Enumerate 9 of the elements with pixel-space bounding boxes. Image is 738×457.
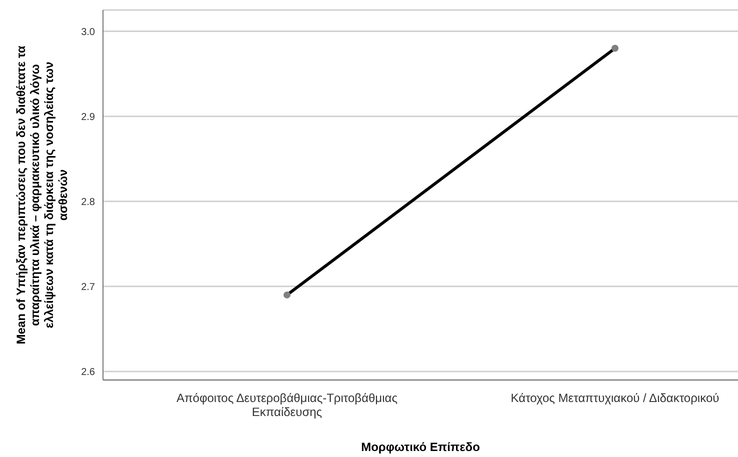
y-tick-label: 2.9 (81, 112, 96, 123)
y-tick-label: 2.7 (81, 282, 96, 293)
y-tick-label: 2.6 (81, 367, 96, 378)
y-tick-label: 3.0 (81, 26, 96, 38)
x-axis-title: Μορφωτικό Επίπεδο (361, 440, 480, 454)
y-tick-label: 2.8 (81, 196, 96, 208)
x-tick-label: Κάτοχος Μεταπτυχιακού / Διδακτορικού (510, 391, 720, 405)
y-axis-title: Mean of Υπήρξαν περιπτώσεις που δεν διαθέτατε τα απαραίτητα υλικά – φαρμακευτικό υλικό λόγω ελλείψεων κατά τη διάρκεια της νοσηλείας των ασθενών (14, 45, 70, 344)
x-tick-label: Απόφοιτος Δευτεροβάθμιας-Τριτοβάθμιας Εκπαίδευσης (176, 391, 398, 419)
